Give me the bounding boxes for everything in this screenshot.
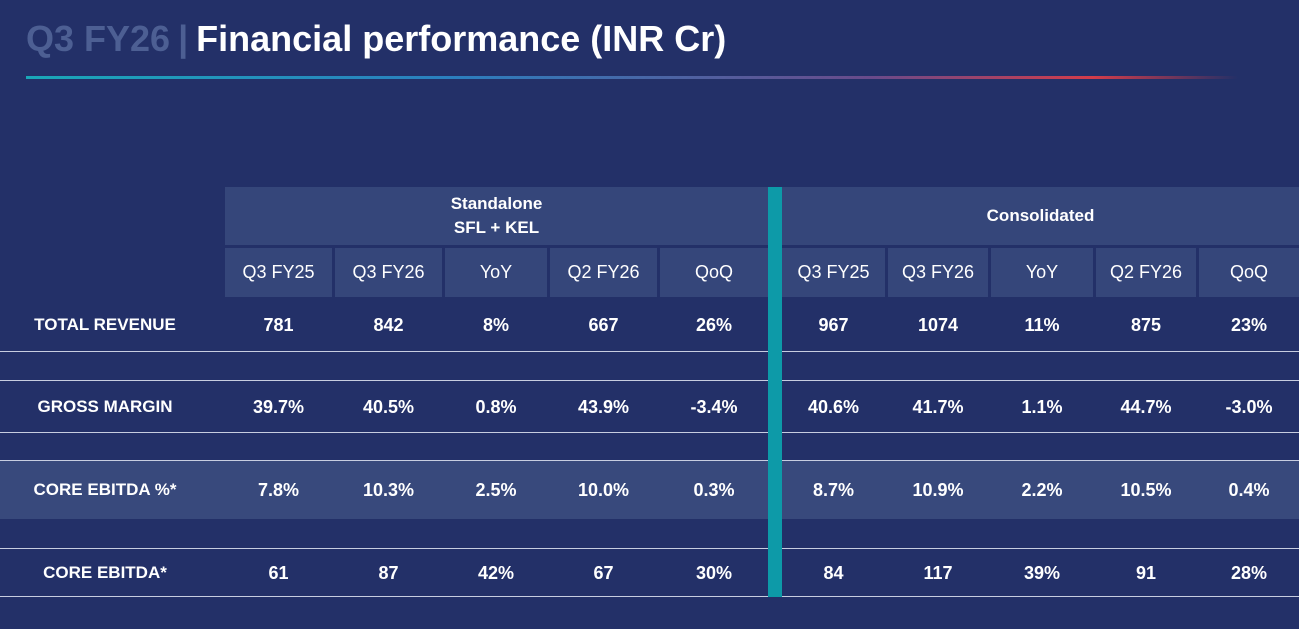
table-cell: 40.5% <box>362 396 415 417</box>
table-cell: 23% <box>1230 314 1268 335</box>
table-cell: 26% <box>695 314 733 335</box>
page-title: Q3 FY26 | Financial performance (INR Cr) <box>26 18 726 60</box>
table-cell: 781 <box>263 314 294 335</box>
table-cell: 84 <box>823 562 844 583</box>
table-cell: 39.7% <box>252 396 305 417</box>
col-header: Q3 FY26 <box>335 248 442 297</box>
table-cell: 40.6% <box>807 396 860 417</box>
col-header: Q2 FY26 <box>1096 248 1196 297</box>
row-divider <box>0 548 1299 549</box>
table-cell: 91 <box>1135 562 1157 583</box>
title-underline <box>26 76 1238 79</box>
group-header-line1: Standalone <box>450 194 543 213</box>
col-header: YoY <box>991 248 1093 297</box>
table-cell: -3.4% <box>690 396 738 417</box>
group-header-line1: Consolidated <box>986 206 1095 225</box>
table-cell: 842 <box>373 314 404 335</box>
table-cell: 10.5% <box>1120 479 1172 500</box>
table-cell: 61 <box>268 562 289 583</box>
table-cell: -3.0% <box>1225 396 1273 417</box>
title-separator: | <box>178 18 189 59</box>
row-divider <box>0 351 1299 352</box>
period-label: Q3 FY26 <box>26 18 171 59</box>
group-header-standalone: Standalone SFL + KEL <box>225 187 768 245</box>
highlight-band <box>0 461 1299 519</box>
title-text: Financial performance (INR Cr) <box>196 18 727 59</box>
row-divider <box>0 596 1299 597</box>
row-label: GROSS MARGIN <box>37 397 173 416</box>
table-cell: 10.0% <box>577 479 630 500</box>
col-header: QoQ <box>1199 248 1299 297</box>
table-cell: 0.8% <box>475 396 517 417</box>
row-divider <box>0 460 1299 461</box>
row-label: CORE EBITDA %* <box>33 480 177 499</box>
col-header: Q3 FY25 <box>225 248 332 297</box>
col-header: YoY <box>445 248 547 297</box>
row-divider <box>0 432 1299 433</box>
table-cell: 28% <box>1230 562 1268 583</box>
table-cell: 39% <box>1023 562 1061 583</box>
table-cell: 10.3% <box>362 479 415 500</box>
table-cell: 0.3% <box>693 479 735 500</box>
table-cell: 117 <box>923 562 953 583</box>
row-label: CORE EBITDA* <box>43 563 167 582</box>
row-label: TOTAL REVENUE <box>34 315 176 334</box>
table-cell: 0.4% <box>1228 479 1270 500</box>
col-header: QoQ <box>660 248 768 297</box>
table-cell: 41.7% <box>912 396 964 417</box>
group-divider <box>768 187 782 597</box>
table-cell: 1.1% <box>1021 396 1063 417</box>
group-header-line2: SFL + KEL <box>453 218 540 237</box>
group-header-consolidated: Consolidated <box>782 187 1299 245</box>
table-cell: 7.8% <box>257 479 300 500</box>
table-cell: 30% <box>695 562 733 583</box>
table-cell: 87 <box>378 562 399 583</box>
table-cell: 2.2% <box>1021 479 1063 500</box>
table-cell: 667 <box>588 314 619 335</box>
table-cell: 967 <box>818 314 849 335</box>
col-header: Q3 FY26 <box>888 248 988 297</box>
table-cell: 8.7% <box>812 479 855 500</box>
table-cell: 875 <box>1130 314 1162 335</box>
table-cell: 44.7% <box>1120 396 1172 417</box>
table-cell: 67 <box>593 562 614 583</box>
table-cell: 11% <box>1024 314 1060 335</box>
table-cell: 43.9% <box>577 396 630 417</box>
table-cell: 2.5% <box>475 479 517 500</box>
row-divider <box>0 380 1299 381</box>
table-cell: 42% <box>477 562 515 583</box>
table-cell: 10.9% <box>912 479 964 500</box>
col-header: Q2 FY26 <box>550 248 657 297</box>
table-cell: 8% <box>482 314 509 335</box>
col-header: Q3 FY25 <box>782 248 885 297</box>
table-cell: 1074 <box>917 314 959 335</box>
